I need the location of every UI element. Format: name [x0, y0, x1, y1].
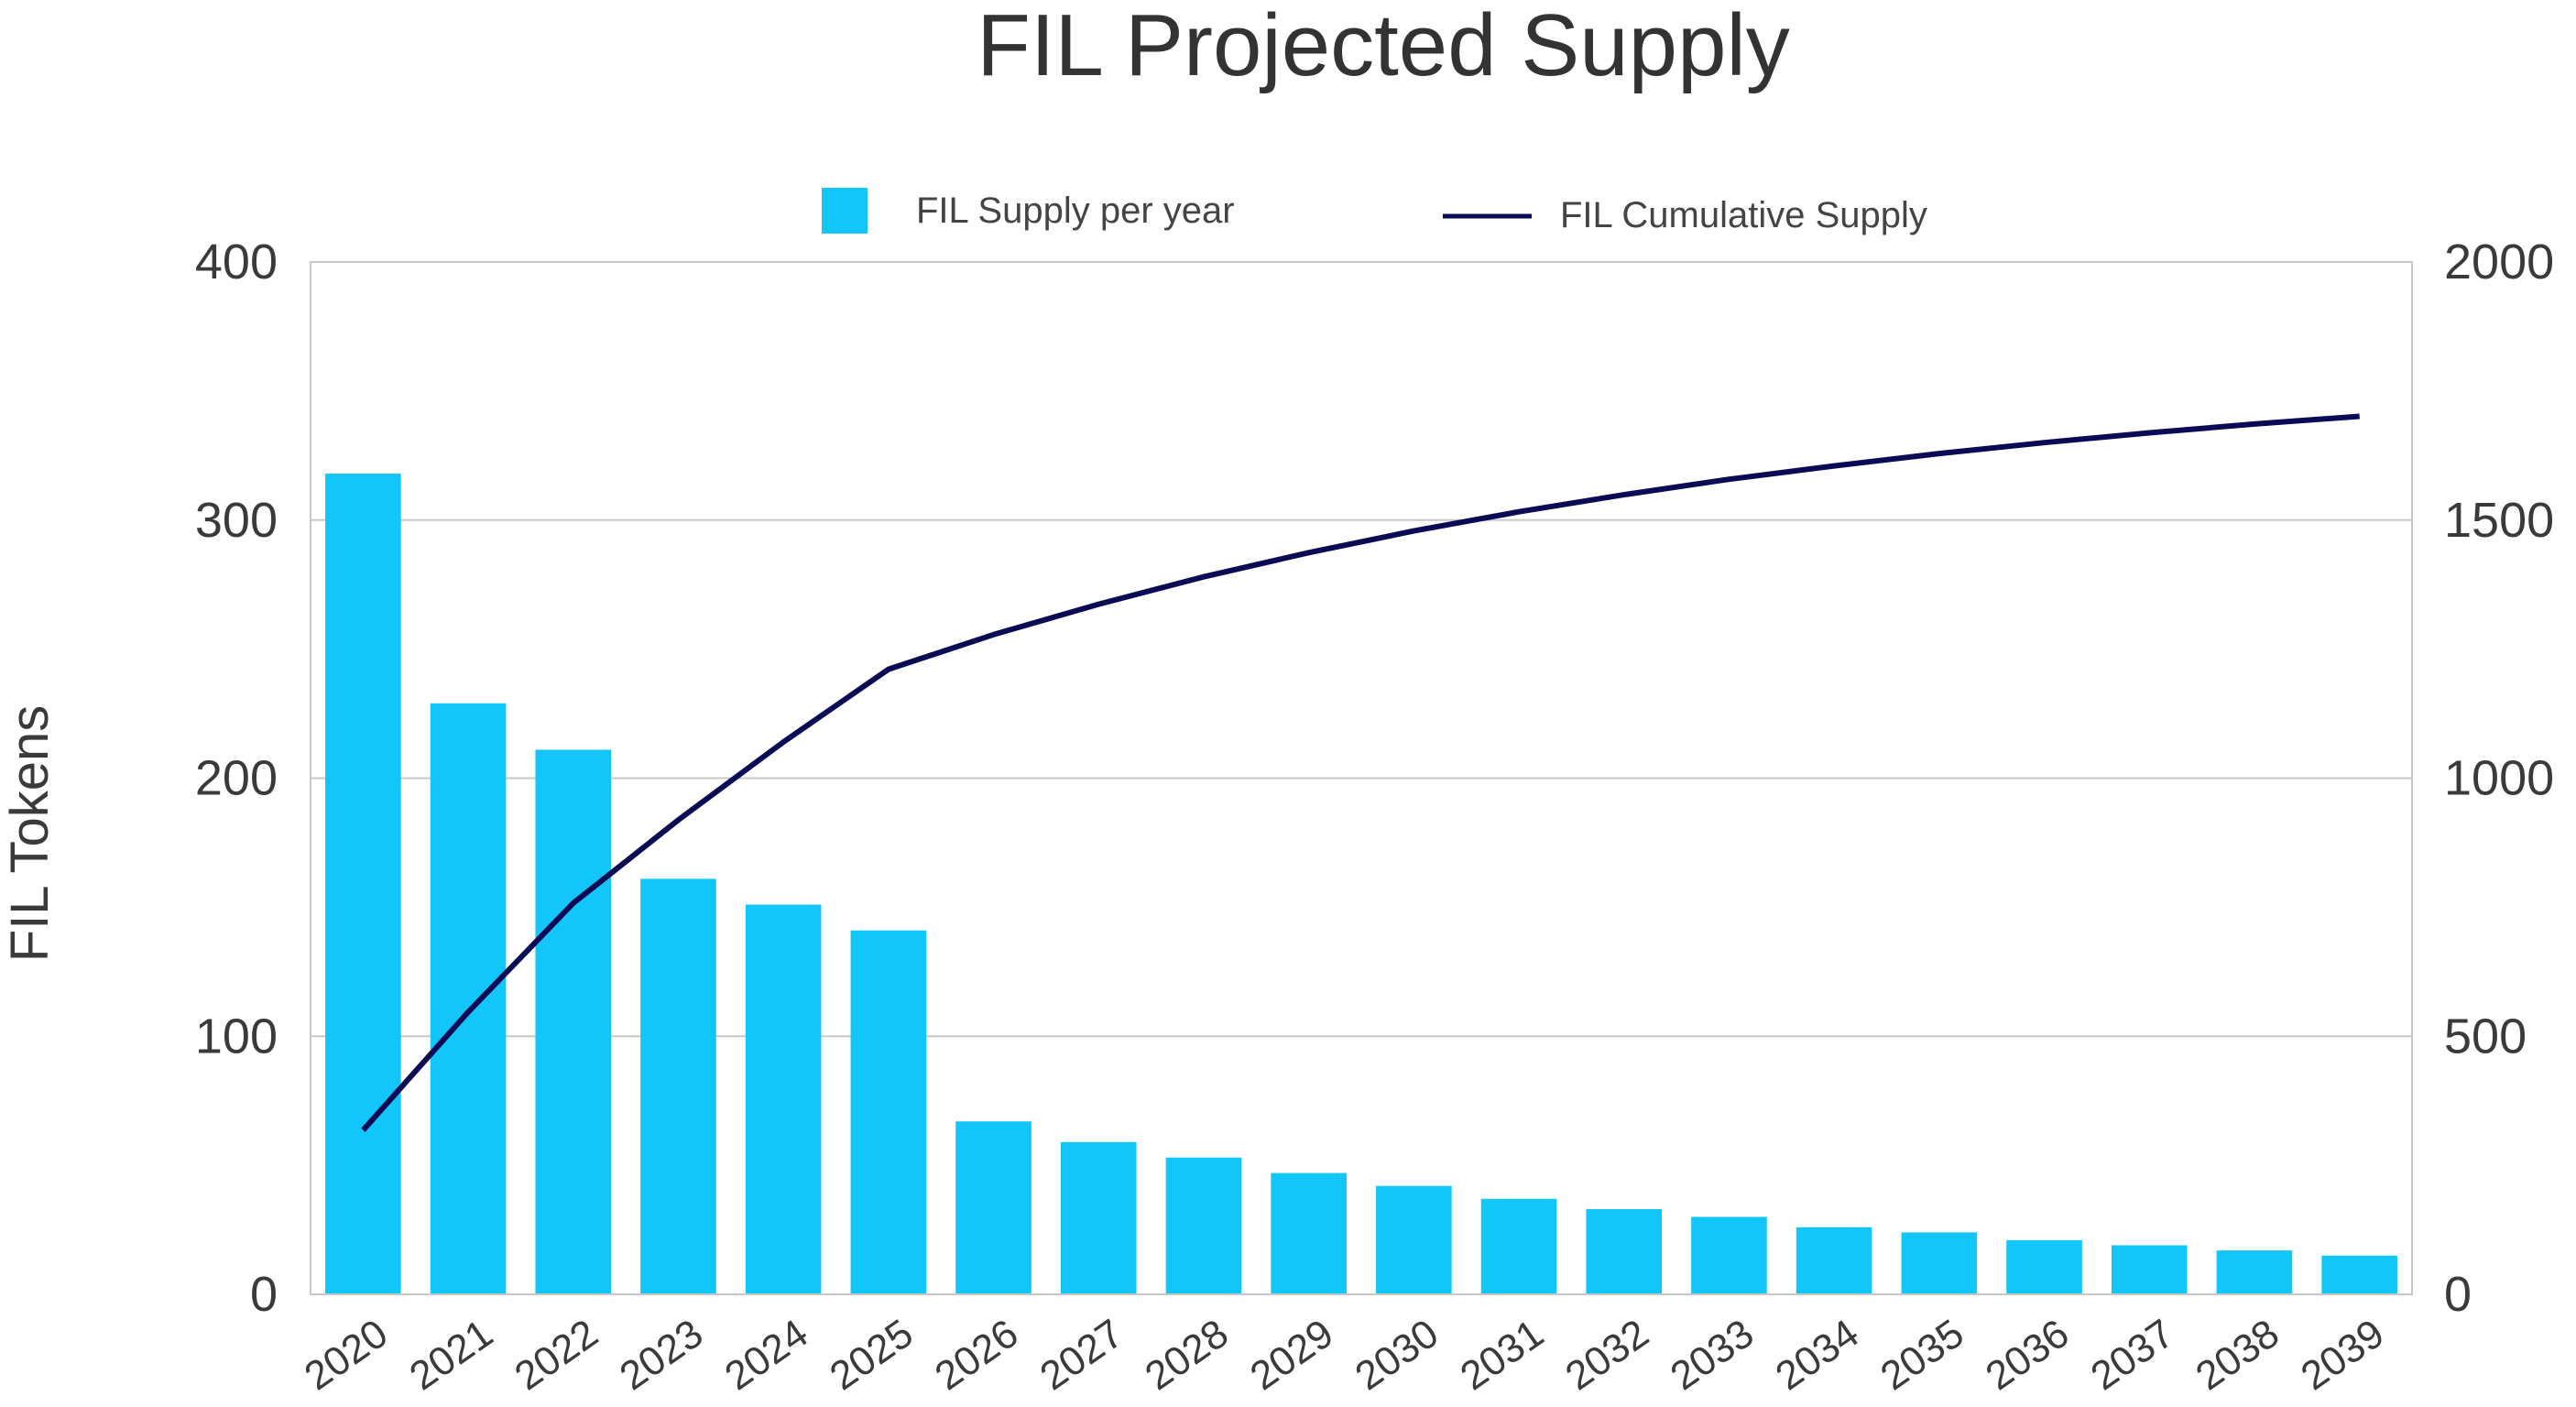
right-tick-label: 1500 [2444, 493, 2554, 548]
chart-title: FIL Projected Supply [977, 0, 1790, 94]
bar-2023 [640, 878, 716, 1294]
x-tick-label: 2036 [1978, 1311, 2077, 1399]
x-tick-label: 2031 [1452, 1311, 1551, 1399]
x-tick-label: 2023 [612, 1311, 711, 1399]
line-cumulative-supply [361, 413, 2360, 1132]
x-tick-label: 2030 [1348, 1311, 1446, 1399]
legend-label-cumulative-supply: FIL Cumulative Supply [1560, 195, 1927, 235]
right-tick-label: 1000 [2444, 751, 2554, 806]
left-tick-label: 100 [195, 1009, 278, 1063]
cumulative-supply-line [361, 413, 2360, 1132]
x-axis-ticks: 2020 2021 2022 2023 2024 2025 2026 2027 2028 2029… [297, 1311, 2393, 1399]
bar-2035 [1901, 1232, 1978, 1294]
x-tick-label: 2022 [507, 1311, 606, 1399]
bar-2036 [2006, 1239, 2082, 1294]
bar-2029 [1271, 1172, 1347, 1294]
bar-2020 [325, 474, 401, 1294]
y-axis-label: FIL Tokens [0, 705, 60, 962]
bars-supply-per-year [325, 474, 2397, 1294]
x-tick-label: 2029 [1242, 1311, 1341, 1399]
bar-2031 [1480, 1198, 1557, 1294]
left-tick-label: 0 [250, 1267, 278, 1322]
bar-2021 [430, 703, 507, 1294]
bar-2032 [1586, 1209, 1663, 1294]
bar-2022 [535, 749, 612, 1294]
bar-2030 [1376, 1185, 1452, 1294]
x-tick-label: 2037 [2083, 1311, 2182, 1399]
bar-2038 [2216, 1250, 2293, 1294]
x-tick-label: 2038 [2188, 1311, 2287, 1399]
plot-frame [310, 261, 2413, 1295]
left-tick-label: 200 [195, 751, 278, 806]
x-tick-label: 2024 [717, 1311, 816, 1399]
x-tick-label: 2035 [1872, 1311, 1971, 1399]
x-tick-label: 2032 [1557, 1311, 1656, 1399]
bar-2024 [745, 904, 822, 1294]
bar-2025 [850, 930, 927, 1294]
bar-2028 [1165, 1157, 1242, 1294]
left-axis-ticks: 0 100 200 300 400 [195, 234, 278, 1322]
x-tick-label: 2033 [1663, 1311, 1762, 1399]
right-axis-ticks: 0 500 1000 1500 2000 [2444, 234, 2554, 1322]
x-tick-label: 2034 [1768, 1311, 1867, 1399]
x-tick-label: 2027 [1032, 1311, 1131, 1399]
right-tick-label: 500 [2444, 1009, 2527, 1063]
right-tick-label: 0 [2444, 1267, 2472, 1322]
bar-2037 [2111, 1245, 2188, 1294]
bar-2034 [1796, 1227, 1872, 1294]
gridlines [311, 261, 2412, 1295]
legend: FIL Supply per year FIL Cumulative Suppl… [822, 188, 1927, 235]
bar-2039 [2321, 1255, 2397, 1294]
x-tick-label: 2025 [822, 1311, 921, 1399]
bar-2033 [1691, 1216, 1767, 1294]
legend-swatch-supply-per-year [822, 188, 868, 234]
x-tick-label: 2039 [2293, 1311, 2392, 1399]
bar-2027 [1060, 1141, 1137, 1294]
x-tick-label: 2028 [1137, 1311, 1236, 1399]
left-tick-label: 300 [195, 493, 278, 548]
x-tick-label: 2021 [401, 1311, 500, 1399]
left-tick-label: 400 [195, 234, 278, 289]
x-tick-label: 2026 [927, 1311, 1026, 1399]
bar-2026 [955, 1121, 1031, 1294]
x-tick-label: 2020 [297, 1311, 396, 1399]
legend-label-supply-per-year: FIL Supply per year [916, 191, 1235, 231]
right-tick-label: 2000 [2444, 234, 2554, 289]
